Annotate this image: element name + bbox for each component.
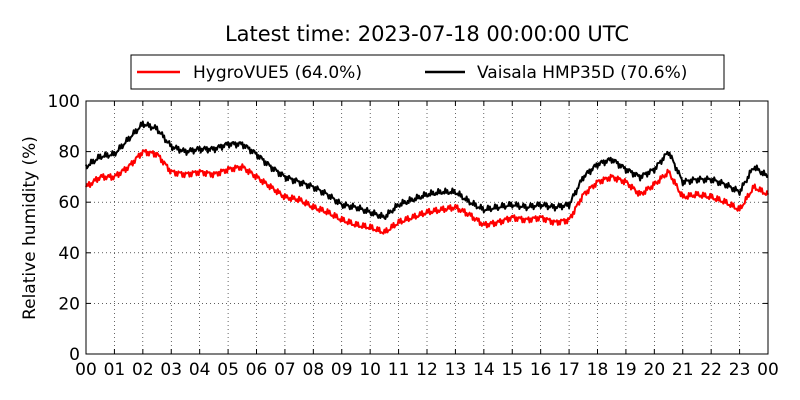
series-line-0 — [85, 148, 769, 235]
y-tick-label: 100 — [48, 92, 80, 112]
x-tick-label: 16 — [530, 360, 552, 380]
x-tick-label: 05 — [217, 360, 239, 380]
x-tick-label: 19 — [615, 360, 637, 380]
x-tick-label: 01 — [104, 360, 126, 380]
y-tick-label: 60 — [58, 193, 80, 213]
y-axis-label: Relative humidity (%) — [20, 136, 40, 320]
x-tick-label: 23 — [729, 360, 751, 380]
y-tick-label: 0 — [69, 345, 80, 365]
x-tick-label: 20 — [644, 360, 666, 380]
x-tick-label: 10 — [359, 360, 381, 380]
x-tick-label: 04 — [189, 360, 211, 380]
x-tick-label: 09 — [331, 360, 353, 380]
x-tick-label: 13 — [445, 360, 467, 380]
chart-title: Latest time: 2023-07-18 00:00:00 UTC — [225, 22, 629, 46]
x-tick-label: 11 — [388, 360, 410, 380]
legend: HygroVUE5 (64.0%) Vaisala HMP35D (70.6%) — [130, 54, 725, 90]
x-tick-label: 18 — [587, 360, 609, 380]
x-tick-label: 12 — [416, 360, 438, 380]
plot-frame — [85, 100, 769, 355]
x-tick-label: 08 — [303, 360, 325, 380]
y-tick-label: 80 — [58, 143, 80, 163]
x-tick-label: 15 — [501, 360, 523, 380]
y-tick-label: 20 — [58, 294, 80, 314]
x-tick-label: 17 — [558, 360, 580, 380]
x-tick-label: 14 — [473, 360, 495, 380]
x-tick-label: 00 — [757, 360, 779, 380]
grid-lines — [86, 101, 768, 354]
legend-label-hygrovue5: HygroVUE5 (64.0%) — [193, 63, 362, 83]
x-tick-label: 00 — [75, 360, 97, 380]
series-layer — [85, 120, 769, 235]
x-tick-label: 22 — [700, 360, 722, 380]
legend-label-vaisala: Vaisala HMP35D (70.6%) — [477, 63, 687, 83]
series-line-1 — [85, 120, 769, 220]
y-axis: 0 20 40 60 80 100 — [48, 92, 768, 365]
x-tick-label: 21 — [672, 360, 694, 380]
x-tick-label: 06 — [246, 360, 268, 380]
x-tick-label: 07 — [274, 360, 296, 380]
x-tick-label: 03 — [160, 360, 182, 380]
y-tick-label: 40 — [58, 244, 80, 264]
x-tick-label: 02 — [132, 360, 154, 380]
x-axis: 00 01 02 03 04 05 06 07 08 09 10 11 12 13 14 15 16 17 18 19… — [75, 101, 779, 380]
